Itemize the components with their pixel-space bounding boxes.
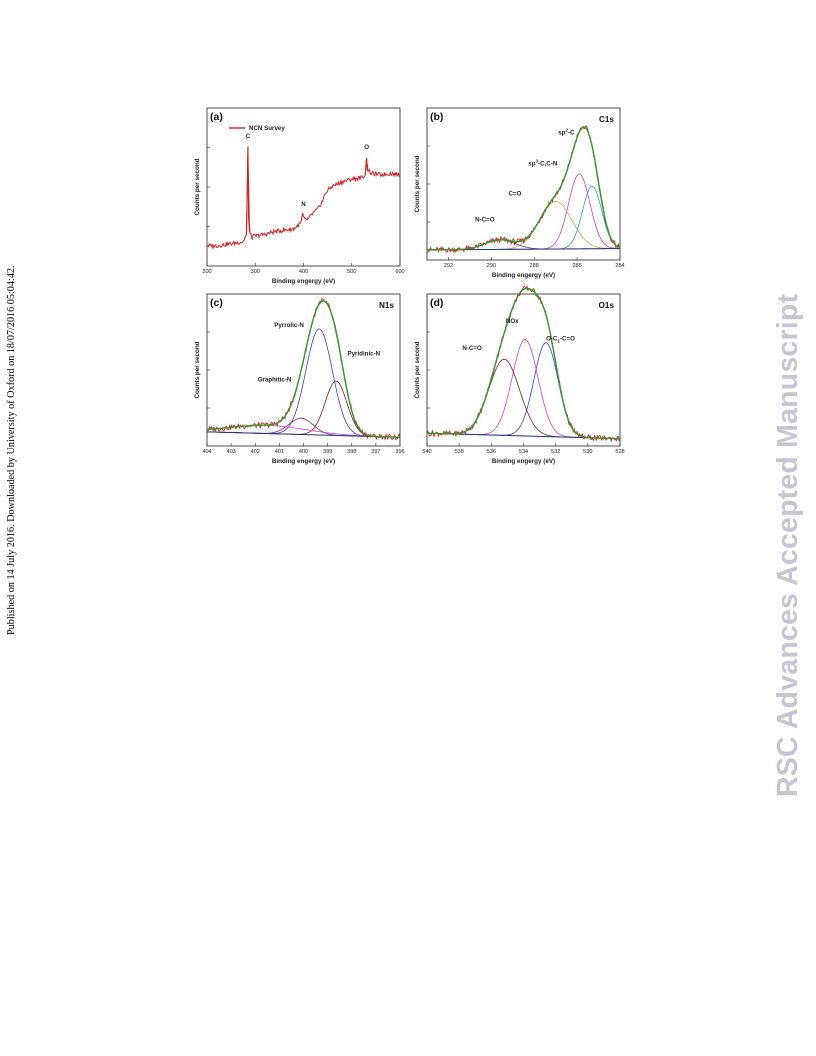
fit-envelope [426, 126, 621, 251]
peak-label: N-C=O [462, 345, 482, 352]
x-tick-label: 500 [347, 269, 356, 275]
panel-title: C1s [599, 115, 614, 124]
x-axis-label: Binding engergy (eV) [492, 458, 555, 465]
panel-b: (b) C1s 292 290 288 286 284 Binding engergy (eV… [414, 107, 625, 279]
panel-label: (d) [430, 297, 443, 309]
x-tick-label: 401 [275, 449, 284, 455]
series-ncn-survey [206, 156, 401, 250]
plot-frame [206, 293, 401, 447]
x-tick-label: 300 [251, 269, 260, 275]
legend-entry: NCN Survey [249, 125, 285, 132]
x-tick-label: 399 [323, 449, 332, 455]
x-axis-label: Binding engergy (eV) [492, 272, 555, 279]
panel-title: O1s [599, 301, 615, 310]
x-tick-label: 402 [251, 449, 260, 455]
x-tick-label: 396 [395, 449, 404, 455]
panel-label: (b) [430, 111, 443, 123]
x-tick-label: 292 [444, 263, 453, 269]
legend: NCN Survey [229, 125, 285, 132]
peak-label: Graphitic-N [258, 377, 292, 384]
side-note-text: Published on 14 July 2016. Downloaded by… [6, 265, 17, 635]
fit-envelope [206, 300, 401, 438]
peak-label: sp2-C [558, 127, 575, 136]
o-peak-mark [364, 157, 369, 175]
y-axis-label: Counts per second [194, 158, 201, 215]
x-tick-label: 398 [347, 449, 356, 455]
peak-label: N [301, 201, 306, 208]
panel-a: (a) 200 300 400 500 600 Binding engergy (eV) Co… [194, 107, 405, 285]
publication-side-note: Published on 14 July 2016. Downloaded by… [6, 250, 20, 640]
x-tick-label: 284 [615, 263, 624, 269]
watermark-text: RSC Advances Accepted Manuscript [772, 293, 804, 797]
accepted-manuscript-watermark: RSC Advances Accepted Manuscript [770, 255, 810, 800]
x-tick-label: 600 [395, 269, 404, 275]
y-axis-label: Counts per second [414, 341, 421, 398]
x-tick-label: 540 [422, 449, 431, 455]
x-tick-label: 538 [454, 449, 463, 455]
x-axis-label: Binding engergy (eV) [272, 458, 335, 465]
peak-label: C [246, 133, 251, 140]
peak-label: Pyrrolic-N [274, 322, 304, 329]
x-tick-label: 290 [487, 263, 496, 269]
x-tick-label: 286 [572, 263, 581, 269]
peak-label: N-C=O [475, 216, 495, 223]
panel-label: (c) [210, 297, 223, 309]
xps-figure: (a) 200 300 400 500 600 Binding engergy (eV) Co… [190, 100, 630, 480]
plot-frame [426, 107, 621, 261]
experimental-curve [426, 125, 621, 254]
peak-label: Pyridinic-N [347, 351, 380, 358]
x-tick-label: 288 [530, 263, 539, 269]
peak-label: O [364, 144, 369, 151]
panel-c: (c) N1s 404 403 402 401 400 399 398 397 396 Binding… [194, 293, 405, 465]
peak-label: NOx [506, 318, 519, 325]
x-tick-label: 534 [519, 449, 528, 455]
peak-label: sp3-C,C-N [528, 159, 558, 168]
x-tick-label: 403 [226, 449, 235, 455]
x-tick-label: 400 [299, 449, 308, 455]
plot-frame [426, 293, 621, 447]
panel-d: (d) O1s 540 538 536 534 532 530 528 Binding enger… [414, 284, 625, 465]
x-tick-label: 400 [299, 269, 308, 275]
x-tick-label: 404 [202, 449, 211, 455]
panel-title: N1s [379, 301, 394, 310]
x-tick-label: 528 [615, 449, 624, 455]
x-tick-label: 530 [583, 449, 592, 455]
y-axis-label: Counts per second [194, 341, 201, 398]
plot-frame [206, 107, 401, 267]
peak-label: O-C1-C=O [546, 336, 575, 344]
x-tick-label: 532 [551, 449, 560, 455]
x-axis-label: Binding engergy (eV) [272, 278, 335, 285]
x-tick-label: 536 [487, 449, 496, 455]
c-peak-mark [246, 146, 250, 235]
peak-label: C=O [508, 191, 521, 198]
x-tick-label: 200 [202, 269, 211, 275]
panel-label: (a) [210, 111, 223, 123]
y-axis-label: Counts per second [414, 155, 421, 212]
x-tick-label: 397 [371, 449, 380, 455]
xps-figure-svg: (a) 200 300 400 500 600 Binding engergy (eV) Co… [194, 107, 625, 465]
fit-envelope [426, 287, 621, 440]
